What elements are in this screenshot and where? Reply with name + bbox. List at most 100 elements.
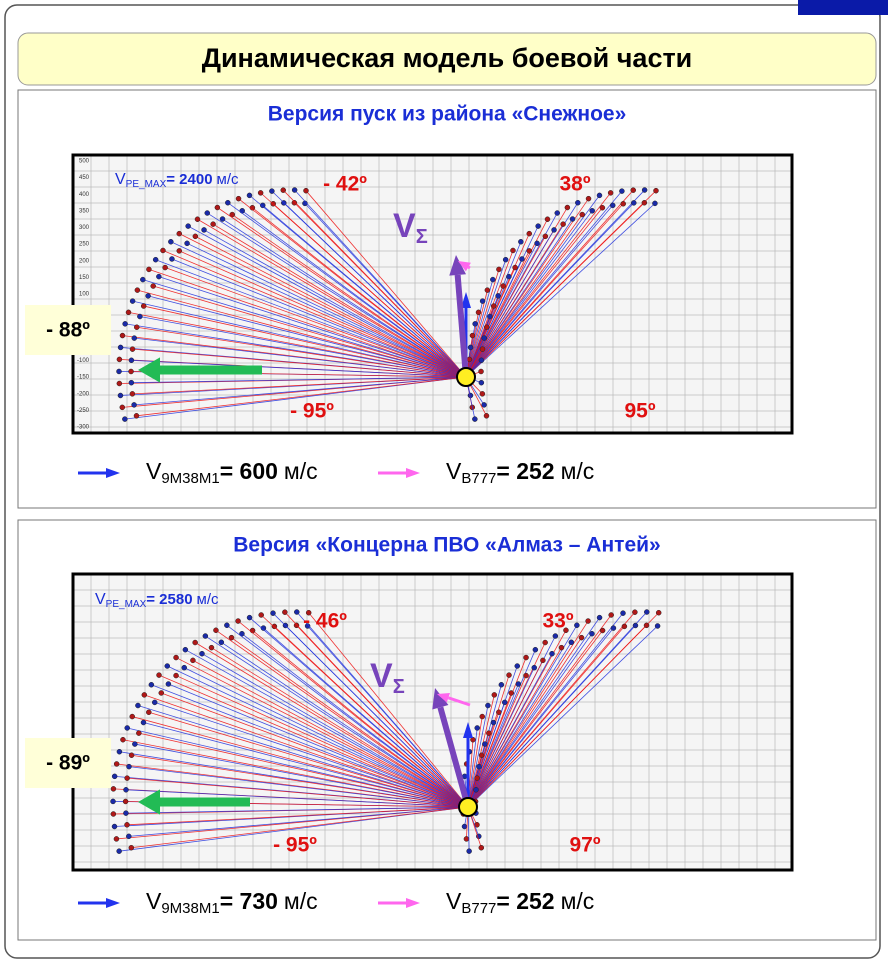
ray xyxy=(162,250,467,378)
fragment-dot xyxy=(479,298,486,304)
vpe-label: VPE_MAX= 2580 м/с xyxy=(95,591,219,610)
fragment-dot xyxy=(126,763,132,770)
fragment-dot xyxy=(542,639,548,646)
ray xyxy=(127,727,469,808)
y-axis-label: -200 xyxy=(77,391,90,397)
vpe-label-part: PE_MAX xyxy=(126,179,167,190)
ray xyxy=(296,611,469,808)
ray xyxy=(465,250,530,378)
fragment-dot xyxy=(214,204,221,211)
legend-entry-part: 9M38M1 xyxy=(161,900,219,917)
fragment-dot xyxy=(116,380,123,387)
y-axis-label: -300 xyxy=(77,425,90,431)
fragment-dot xyxy=(534,240,540,247)
arrow-shaft xyxy=(467,265,471,270)
legend-entry: V9M38M1= 730 м/с xyxy=(146,888,318,917)
ray xyxy=(175,675,469,808)
fragment-dot xyxy=(110,811,117,817)
fragment-dot xyxy=(192,233,199,240)
fragment-dot xyxy=(151,699,158,706)
fragment-dot xyxy=(120,736,126,743)
fragment-dot xyxy=(610,625,617,631)
fragment-dot xyxy=(531,664,537,671)
ray xyxy=(132,300,467,378)
ray xyxy=(465,192,611,378)
fragment-dot xyxy=(124,822,130,828)
arrow-head xyxy=(406,898,420,908)
fragment-dot xyxy=(152,256,159,263)
fragment-dot xyxy=(481,335,488,341)
angle-label: 95º xyxy=(624,400,655,423)
fragment-dot xyxy=(128,368,134,375)
fragment-dot xyxy=(137,313,143,320)
fragment-dot xyxy=(654,623,661,629)
legend-entry: VB777= 252 м/с xyxy=(446,888,594,917)
fragment-dot xyxy=(165,681,172,687)
fragment-dot xyxy=(506,273,512,280)
fragment-dot xyxy=(532,646,539,653)
fragment-dot xyxy=(184,240,190,247)
ray xyxy=(134,337,467,378)
legend-entry: VB777= 252 м/с xyxy=(446,458,594,487)
sum-velocity-label-part: Σ xyxy=(393,676,405,698)
ray xyxy=(131,376,467,384)
origin xyxy=(456,367,476,387)
y-axis-label: 300 xyxy=(79,225,90,231)
fragment-dot xyxy=(472,416,478,422)
fragment-dot xyxy=(119,404,126,411)
fragment-dot xyxy=(113,761,120,767)
fragment-dot xyxy=(569,216,576,222)
ray xyxy=(179,250,467,378)
ray xyxy=(467,625,658,808)
fragment-dot xyxy=(631,200,637,206)
fragment-dot xyxy=(608,612,614,618)
ray xyxy=(125,789,469,808)
ray xyxy=(128,806,469,837)
fragment-dot xyxy=(122,416,128,422)
arrow-head xyxy=(449,255,467,276)
side-angle-label: - 88º xyxy=(46,319,90,342)
legend-entry-part: м/с xyxy=(284,458,318,484)
fragment-dot xyxy=(133,413,140,419)
fragment-dot xyxy=(125,309,132,316)
y-axis-label: 250 xyxy=(79,242,90,248)
fragment-dot xyxy=(549,650,555,657)
ray xyxy=(271,190,467,378)
arrow-head xyxy=(432,688,449,710)
fragment-dot xyxy=(540,657,546,664)
fragment-dot xyxy=(123,810,129,816)
title-box xyxy=(17,32,877,86)
fragment-dot xyxy=(481,402,487,408)
fragment-dot xyxy=(596,192,603,199)
ray xyxy=(205,635,469,808)
fragment-dot xyxy=(128,357,135,364)
fragment-dot xyxy=(526,248,533,254)
fragment-dot xyxy=(235,195,242,202)
arrow-shaft xyxy=(454,274,469,378)
fragment-dot xyxy=(563,627,569,634)
legend-entry-part: V xyxy=(446,458,462,484)
vpe-label-part: = 2400 xyxy=(166,171,212,188)
legend-entry-part: = 730 xyxy=(220,888,278,914)
fragment-dot xyxy=(190,657,196,664)
ray xyxy=(154,702,469,808)
angle-label: 33º xyxy=(542,610,573,633)
plot-frame xyxy=(71,572,794,872)
ray xyxy=(139,316,467,378)
fragment-dot xyxy=(270,610,276,616)
fragment-dot xyxy=(630,187,636,193)
fragment-dot xyxy=(305,609,312,616)
fragment-dot xyxy=(113,836,120,842)
ray xyxy=(465,207,603,378)
fragment-dot xyxy=(146,709,152,716)
ray xyxy=(226,624,469,808)
fragment-dot xyxy=(132,741,138,747)
fragment-dot xyxy=(158,690,165,696)
y-axis-label: 150 xyxy=(79,275,90,281)
fragment-dot xyxy=(168,239,174,245)
ray xyxy=(158,276,467,378)
fragment-dot xyxy=(199,650,205,657)
fragment-dot xyxy=(476,763,482,770)
fragment-dot xyxy=(560,221,566,227)
ray xyxy=(211,647,469,808)
